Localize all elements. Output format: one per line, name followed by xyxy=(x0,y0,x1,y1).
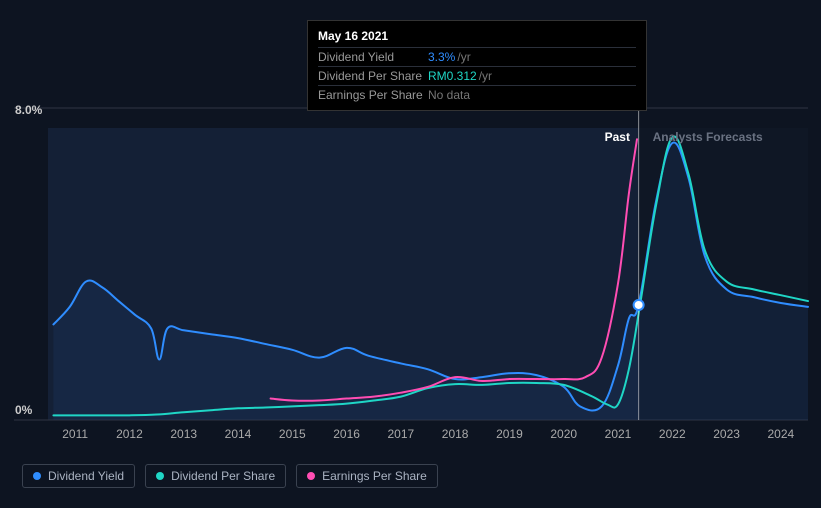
tooltip-row-label: Dividend Per Share xyxy=(318,69,428,83)
legend-dot-icon xyxy=(33,472,41,480)
legend-item[interactable]: Dividend Yield xyxy=(22,464,135,488)
svg-text:2013: 2013 xyxy=(170,427,197,441)
legend-item-label: Dividend Yield xyxy=(48,469,124,483)
legend-item[interactable]: Dividend Per Share xyxy=(145,464,286,488)
legend-item-label: Earnings Per Share xyxy=(322,469,427,483)
legend-dot-icon xyxy=(307,472,315,480)
tooltip-row-value: RM0.312/yr xyxy=(428,69,636,83)
svg-text:2018: 2018 xyxy=(442,427,469,441)
tooltip-row: Dividend Per ShareRM0.312/yr xyxy=(318,66,636,85)
svg-text:2012: 2012 xyxy=(116,427,143,441)
svg-text:2015: 2015 xyxy=(279,427,306,441)
svg-text:8.0%: 8.0% xyxy=(15,103,43,117)
svg-text:0%: 0% xyxy=(15,403,33,417)
tooltip-row-label: Dividend Yield xyxy=(318,50,428,64)
tooltip-row-value: 3.3%/yr xyxy=(428,50,636,64)
region-label-forecast: Analysts Forecasts xyxy=(653,130,763,144)
svg-text:2011: 2011 xyxy=(62,427,88,441)
chart-tooltip: May 16 2021 Dividend Yield3.3%/yrDividen… xyxy=(307,20,647,111)
legend-item[interactable]: Earnings Per Share xyxy=(296,464,438,488)
legend-item-label: Dividend Per Share xyxy=(171,469,275,483)
svg-text:2014: 2014 xyxy=(225,427,252,441)
svg-text:2021: 2021 xyxy=(605,427,632,441)
region-label-past: Past xyxy=(605,130,630,144)
svg-text:2020: 2020 xyxy=(550,427,577,441)
tooltip-row: Earnings Per ShareNo data xyxy=(318,85,636,104)
legend-dot-icon xyxy=(156,472,164,480)
svg-text:2019: 2019 xyxy=(496,427,523,441)
svg-text:2022: 2022 xyxy=(659,427,686,441)
svg-text:2024: 2024 xyxy=(768,427,795,441)
chart-legend: Dividend Yield Dividend Per Share Earnings… xyxy=(22,464,438,488)
tooltip-row-label: Earnings Per Share xyxy=(318,88,428,102)
svg-text:2016: 2016 xyxy=(333,427,360,441)
svg-text:2017: 2017 xyxy=(388,427,415,441)
tooltip-row-value: No data xyxy=(428,88,636,102)
tooltip-date: May 16 2021 xyxy=(318,27,636,47)
svg-text:2023: 2023 xyxy=(713,427,740,441)
tooltip-row: Dividend Yield3.3%/yr xyxy=(318,47,636,66)
